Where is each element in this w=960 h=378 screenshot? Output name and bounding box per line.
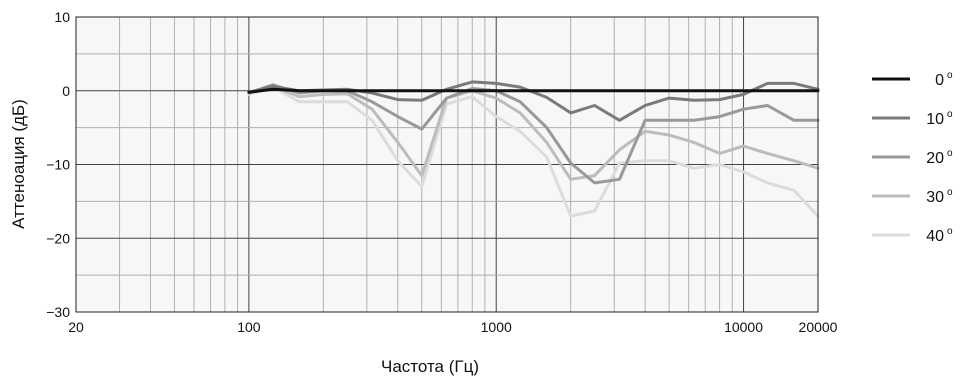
legend-degree-mark: o [947,70,953,81]
legend-label-20-deg: 20 [926,150,944,167]
legend-degree-mark: o [947,109,953,120]
legend-degree-mark: o [947,187,953,198]
legend-label-40-deg: 40 [926,228,944,245]
legend-label-10-deg: 10 [926,111,944,128]
x-tick-label: 10000 [724,319,763,335]
x-tick-label: 20 [68,319,84,335]
legend: 0 o10 o20 o30 o40 o [872,70,953,245]
y-tick-labels: 10 0 −10 −20 −30 [46,9,70,320]
series-lines [247,80,820,218]
x-tick-label: 20000 [799,319,838,335]
y-axis-title: Аттеноация (дБ) [9,99,28,229]
plot-frame [75,16,819,313]
y-tick-label: 0 [62,83,70,99]
x-tick-labels: 20 100 1000 10000 20000 [68,319,837,335]
y-tick-label: 10 [54,9,70,25]
legend-label-30-deg: 30 [926,189,944,206]
series-line-0-deg [247,87,820,94]
legend-degree-mark: o [947,148,953,159]
x-axis-title: Частота (Гц) [381,357,479,376]
series-line-30-deg [247,84,820,181]
y-tick-label: −20 [46,230,70,246]
y-tick-label: −30 [46,304,70,320]
legend-degree-mark: o [947,226,953,237]
legend-label-0-deg: 0 [935,72,944,89]
series-line-40-deg [247,85,820,218]
grid-lines [76,17,818,312]
y-tick-label: −10 [46,157,70,173]
x-tick-label: 100 [237,319,261,335]
x-tick-label: 1000 [481,319,512,335]
